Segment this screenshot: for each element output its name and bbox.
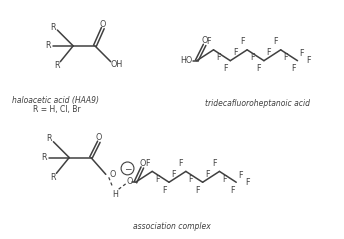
Text: F: F (230, 186, 235, 195)
Text: association complex: association complex (133, 222, 211, 231)
Text: F: F (291, 64, 296, 73)
Text: H: H (113, 190, 119, 199)
Text: F: F (155, 175, 159, 184)
Text: F: F (205, 170, 210, 179)
Text: O: O (96, 133, 102, 142)
Text: F: F (162, 186, 166, 195)
Text: F: F (238, 171, 243, 180)
Text: R: R (46, 41, 51, 50)
Text: F: F (307, 56, 311, 65)
Text: tridecafluoroheptanoic acid: tridecafluoroheptanoic acid (204, 99, 310, 108)
Text: O: O (139, 159, 146, 168)
Text: F: F (195, 186, 200, 195)
Text: R: R (51, 173, 56, 182)
Text: F: F (273, 38, 278, 46)
Text: R: R (55, 61, 60, 70)
Text: O: O (110, 170, 116, 179)
Text: F: F (206, 38, 211, 46)
Text: F: F (223, 64, 228, 73)
Text: O: O (100, 20, 106, 29)
Text: O: O (202, 36, 208, 45)
Text: F: F (179, 159, 183, 168)
Text: F: F (172, 170, 176, 179)
Text: F: F (212, 159, 217, 168)
Text: haloacetic acid (HAA9): haloacetic acid (HAA9) (12, 96, 99, 105)
Text: HO: HO (181, 56, 193, 65)
Text: F: F (216, 53, 221, 62)
Text: F: F (267, 48, 271, 57)
Text: OH: OH (110, 60, 123, 69)
Text: −: − (124, 164, 131, 173)
Text: R = H, Cl, Br: R = H, Cl, Br (33, 105, 80, 114)
Text: F: F (145, 159, 150, 168)
Text: F: F (299, 49, 304, 58)
Text: F: F (257, 64, 261, 73)
Text: O: O (126, 177, 133, 186)
Text: F: F (189, 175, 193, 184)
Text: F: F (222, 175, 227, 184)
Text: F: F (240, 38, 245, 46)
Text: R: R (47, 134, 52, 143)
Text: R: R (42, 153, 47, 162)
Text: F: F (245, 178, 250, 187)
Text: F: F (283, 53, 288, 62)
Text: F: F (233, 48, 237, 57)
Text: R: R (51, 23, 56, 32)
Text: F: F (250, 53, 254, 62)
